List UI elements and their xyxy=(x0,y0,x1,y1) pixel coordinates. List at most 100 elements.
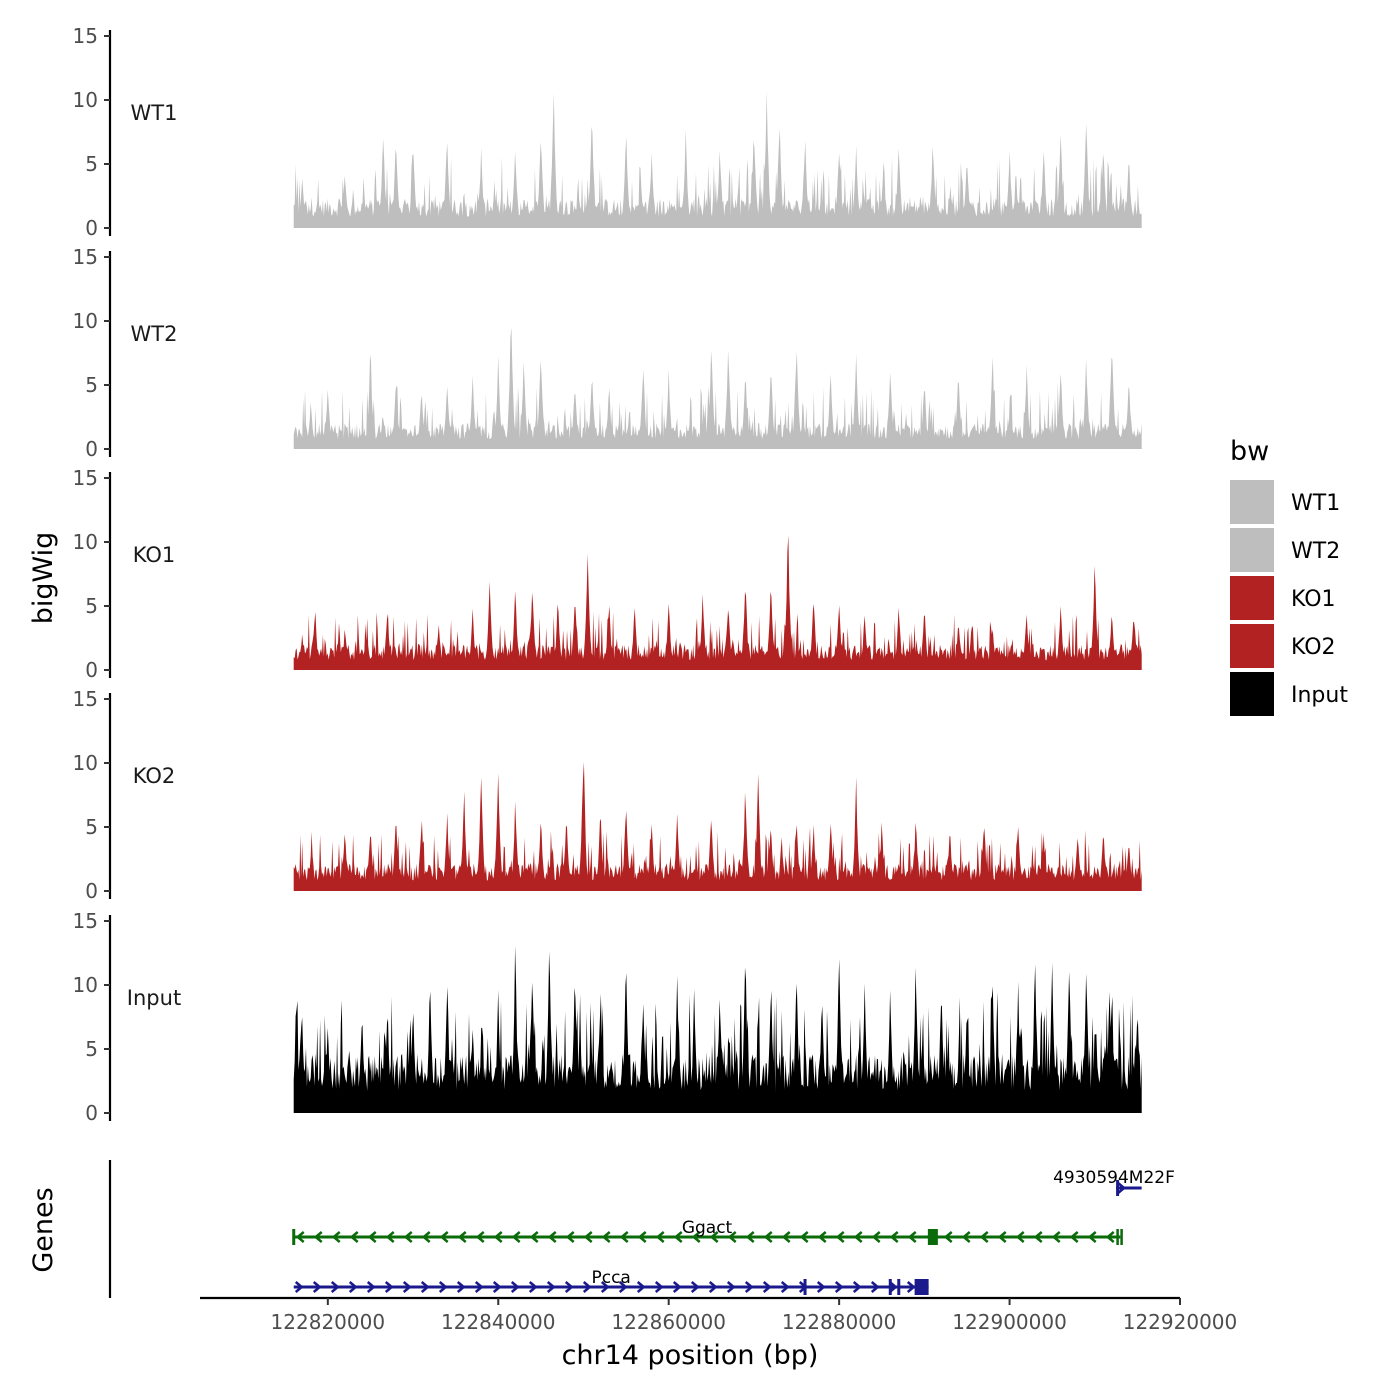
track-input: 0 5 10 15 Input xyxy=(73,909,1142,1125)
y-tick-label: 5 xyxy=(85,152,98,176)
strand-arrow xyxy=(1087,1231,1097,1243)
strand-arrow xyxy=(762,1281,772,1293)
strand-arrow xyxy=(511,1231,521,1243)
strand-arrow xyxy=(492,1281,502,1293)
strand-arrow xyxy=(799,1231,809,1243)
x-tick-label: 122840000 xyxy=(441,1310,556,1334)
legend-swatch xyxy=(1230,480,1274,524)
genes-panel: Pcca Ggact 4930594M22F xyxy=(108,1160,1175,1298)
strand-arrow xyxy=(1105,1231,1115,1243)
y-tick-label: 0 xyxy=(85,1101,98,1125)
strand-arrow xyxy=(582,1281,592,1293)
strand-arrow xyxy=(564,1281,574,1293)
gene-label: 4930594M22F xyxy=(1053,1168,1175,1188)
strand-arrow xyxy=(294,1281,304,1293)
strand-arrow xyxy=(672,1281,682,1293)
gene-label: Ggact xyxy=(682,1218,733,1238)
gene-label: Pcca xyxy=(591,1268,630,1288)
strand-arrow xyxy=(618,1281,628,1293)
signal-area-ko2 xyxy=(293,761,1142,891)
strand-arrow xyxy=(528,1281,538,1293)
strand-arrow xyxy=(529,1231,539,1243)
legend-title: bw xyxy=(1230,436,1269,467)
strand-arrow xyxy=(348,1281,358,1293)
strand-arrow xyxy=(385,1231,395,1243)
strand-arrow xyxy=(312,1281,322,1293)
strand-arrow xyxy=(979,1231,989,1243)
signal-area-wt2 xyxy=(293,327,1142,449)
strand-arrow xyxy=(781,1231,791,1243)
strand-arrow xyxy=(708,1281,718,1293)
strand-arrow xyxy=(438,1281,448,1293)
strand-arrow xyxy=(420,1281,430,1293)
exon xyxy=(888,1279,892,1295)
y-tick-label: 0 xyxy=(85,216,98,240)
genes-axis-title: Genes xyxy=(28,1187,59,1272)
track-label: KO2 xyxy=(133,764,176,788)
legend-label: WT1 xyxy=(1291,491,1340,516)
strand-arrow xyxy=(834,1281,844,1293)
strand-arrow xyxy=(367,1231,377,1243)
strand-arrow xyxy=(835,1231,845,1243)
strand-arrow xyxy=(547,1231,557,1243)
x-axis-title: chr14 position (bp) xyxy=(562,1340,819,1371)
track-label: WT2 xyxy=(131,322,178,346)
legend-swatch xyxy=(1230,528,1274,572)
exon xyxy=(292,1229,296,1245)
strand-arrow xyxy=(1117,1182,1127,1194)
legend-item-ko1: KO1 xyxy=(1230,576,1336,620)
exon xyxy=(927,1229,938,1245)
legend-swatch xyxy=(1230,624,1274,668)
strand-arrow xyxy=(439,1231,449,1243)
y-tick-label: 10 xyxy=(73,88,98,112)
strand-arrow xyxy=(475,1231,485,1243)
legend: bw WT1 WT2 KO1 KO2 Input xyxy=(1230,436,1348,716)
signal-area-ko1 xyxy=(293,535,1142,670)
track-ko2: 0 5 10 15 KO2 xyxy=(73,687,1142,903)
y-tick-label: 5 xyxy=(85,373,98,397)
track-label: KO1 xyxy=(133,543,176,567)
legend-item-input: Input xyxy=(1230,672,1348,716)
legend-swatch xyxy=(1230,576,1274,620)
exon xyxy=(914,1279,929,1295)
track-label: WT1 xyxy=(131,101,178,125)
strand-arrow xyxy=(906,1281,916,1293)
y-tick-label: 5 xyxy=(85,815,98,839)
y-tick-label: 10 xyxy=(73,530,98,554)
x-axis: 122820000 122840000 122860000 122880000 1229… xyxy=(200,1296,1237,1334)
legend-item-wt2: WT2 xyxy=(1230,528,1340,572)
y-tick-label: 15 xyxy=(73,245,98,269)
strand-arrow xyxy=(331,1231,341,1243)
y-tick-label: 5 xyxy=(85,1037,98,1061)
strand-arrow xyxy=(907,1231,917,1243)
strand-arrow xyxy=(583,1231,593,1243)
gene-pcca: Pcca xyxy=(293,1268,929,1295)
strand-arrow xyxy=(961,1231,971,1243)
strand-arrow xyxy=(619,1231,629,1243)
strand-arrow xyxy=(943,1231,953,1243)
y-tick-label: 15 xyxy=(73,24,98,48)
y-axis-title: bigWig xyxy=(28,532,59,625)
x-tick-label: 122860000 xyxy=(611,1310,726,1334)
strand-arrow xyxy=(853,1231,863,1243)
strand-arrow xyxy=(637,1231,647,1243)
x-tick-label: 122880000 xyxy=(782,1310,897,1334)
legend-label: KO1 xyxy=(1291,587,1336,612)
track-ko1: 0 5 10 15 KO1 xyxy=(73,466,1142,682)
y-tick-label: 0 xyxy=(85,658,98,682)
y-tick-label: 0 xyxy=(85,437,98,461)
strand-arrow xyxy=(673,1231,683,1243)
strand-arrow xyxy=(330,1281,340,1293)
strand-arrow xyxy=(745,1231,755,1243)
legend-item-ko2: KO2 xyxy=(1230,624,1336,668)
strand-arrow xyxy=(402,1281,412,1293)
exon xyxy=(897,1279,901,1295)
strand-arrow xyxy=(474,1281,484,1293)
strand-arrow xyxy=(384,1281,394,1293)
strand-arrow xyxy=(871,1231,881,1243)
exon xyxy=(803,1279,807,1295)
strand-arrow xyxy=(691,1231,701,1243)
strand-arrow xyxy=(295,1231,305,1243)
strand-arrow xyxy=(1015,1231,1025,1243)
strand-arrow xyxy=(313,1231,323,1243)
